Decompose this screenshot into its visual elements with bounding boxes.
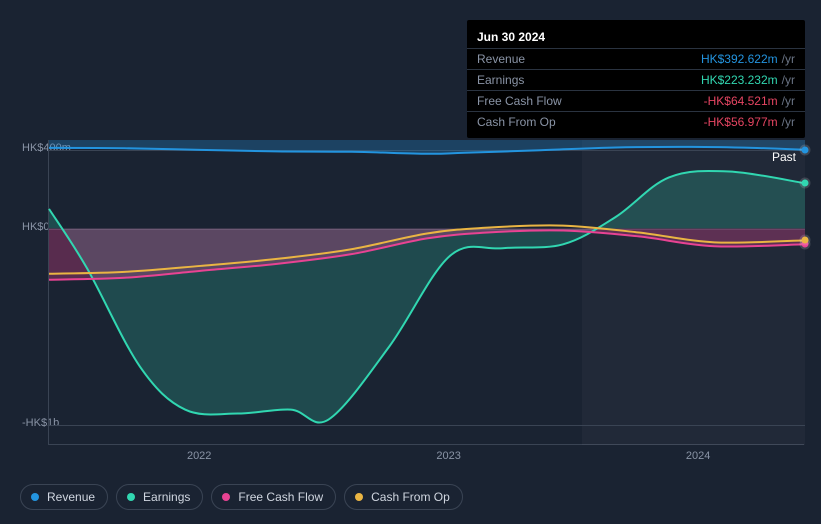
tooltip-label: Earnings	[477, 73, 701, 87]
series-end-dot	[802, 146, 809, 153]
series-svg	[49, 140, 805, 445]
tooltip-unit: /yr	[782, 52, 795, 66]
tooltip-row: RevenueHK$392.622m/yr	[467, 48, 805, 69]
tooltip-label: Revenue	[477, 52, 701, 66]
tooltip-value: -HK$64.521m	[704, 94, 778, 108]
tooltip-unit: /yr	[782, 94, 795, 108]
tooltip-row: Free Cash Flow-HK$64.521m/yr	[467, 90, 805, 111]
tooltip-unit: /yr	[782, 73, 795, 87]
legend-item[interactable]: Cash From Op	[344, 484, 463, 510]
legend-dot-icon	[31, 493, 39, 501]
series-end-dot	[802, 237, 809, 244]
tooltip-value: HK$392.622m	[701, 52, 778, 66]
tooltip-row: EarningsHK$223.232m/yr	[467, 69, 805, 90]
legend-dot-icon	[355, 493, 363, 501]
x-axis-tick-label: 2024	[686, 450, 710, 462]
y-axis-tick-label: HK$0	[22, 221, 50, 233]
legend-label: Revenue	[47, 490, 95, 504]
chart-area: HK$400mHK$0-HK$1b Past 202220232024	[18, 120, 804, 450]
legend-label: Earnings	[143, 490, 190, 504]
legend-dot-icon	[222, 493, 230, 501]
legend-label: Free Cash Flow	[238, 490, 323, 504]
legend-item[interactable]: Earnings	[116, 484, 203, 510]
x-axis-tick-label: 2023	[436, 450, 460, 462]
legend-item[interactable]: Revenue	[20, 484, 108, 510]
series-end-dot	[802, 180, 809, 187]
tooltip-label: Free Cash Flow	[477, 94, 704, 108]
legend: Revenue Earnings Free Cash Flow Cash From O…	[20, 484, 463, 510]
tooltip-value: HK$223.232m	[701, 73, 778, 87]
tooltip-date: Jun 30 2024	[467, 26, 805, 48]
legend-item[interactable]: Free Cash Flow	[211, 484, 336, 510]
series-fill	[49, 171, 805, 423]
x-axis-tick-label: 2022	[187, 450, 211, 462]
legend-label: Cash From Op	[371, 490, 450, 504]
plot-area: Past	[48, 140, 804, 445]
past-label: Past	[772, 150, 796, 164]
legend-dot-icon	[127, 493, 135, 501]
